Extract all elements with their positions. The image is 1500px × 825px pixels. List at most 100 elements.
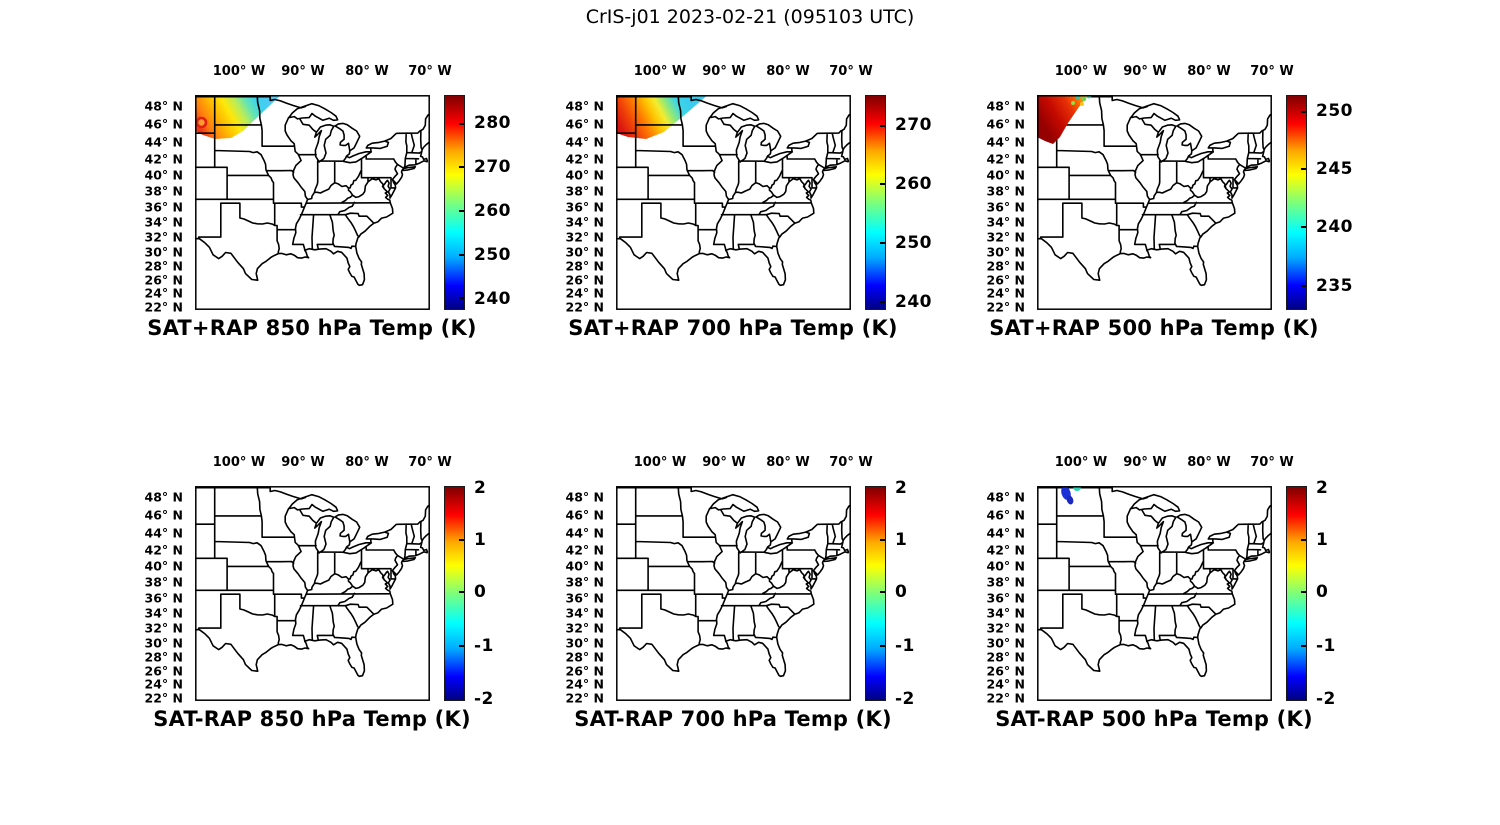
lat-tick-label: 36° N xyxy=(144,199,183,215)
lat-tick-label: 38° N xyxy=(986,574,1025,590)
panel-title: SAT-RAP 850 hPa Temp (K) xyxy=(153,707,471,731)
lat-tick-label: 42° N xyxy=(986,151,1025,167)
colorbar-tick-mark xyxy=(459,253,464,256)
data-swath xyxy=(616,95,708,139)
lon-tick-label: 90° W xyxy=(702,64,746,79)
lat-tick-label: 22° N xyxy=(986,299,1025,315)
colorbar-tick-label: 235 xyxy=(1316,276,1353,297)
lat-tick-label: 22° N xyxy=(144,690,183,706)
lat-tick-label: 28° N xyxy=(144,649,183,665)
colorbar-tick-mark xyxy=(1301,110,1306,113)
state-boundaries xyxy=(616,486,851,678)
lat-tick-label: 42° N xyxy=(144,542,183,558)
colorbar-tick-label: 0 xyxy=(474,582,487,603)
colorbar-tick-mark xyxy=(880,183,885,186)
lat-tick-label: 28° N xyxy=(986,258,1025,274)
colorbar-tick-labels: 250 245 240 235 xyxy=(1316,95,1386,310)
lat-tick-label: 46° N xyxy=(144,116,183,132)
lon-axis-labels: 100° W 90° W 80° W 70° W xyxy=(1037,64,1294,84)
lat-tick-label: 44° N xyxy=(144,525,183,541)
colorbar-tick-label: -1 xyxy=(895,636,915,657)
colorbar-tick-labels: 2 1 0 -1 -2 xyxy=(1316,478,1386,709)
colorbar-tick-label: -2 xyxy=(895,688,915,709)
lat-tick-label: 26° N xyxy=(144,272,183,288)
lat-tick-label: 46° N xyxy=(565,507,604,523)
colorbar xyxy=(444,486,465,701)
colorbar-tick-mark xyxy=(459,297,464,300)
lat-tick-label: 24° N xyxy=(565,676,604,692)
colorbar-tick-label: 270 xyxy=(474,157,511,178)
panel-title: SAT-RAP 700 hPa Temp (K) xyxy=(574,707,892,731)
lat-tick-label: 36° N xyxy=(986,590,1025,606)
lat-tick-label: 34° N xyxy=(565,214,604,230)
map-axes xyxy=(616,486,851,701)
lat-axis-labels: 48° N 46° N 44° N 42° N 40° N 38° N 36° N 34° N… xyxy=(554,486,610,706)
lat-tick-label: 34° N xyxy=(986,214,1025,230)
lat-tick-label: 34° N xyxy=(144,605,183,621)
lat-tick-label: 34° N xyxy=(565,605,604,621)
lat-tick-label: 30° N xyxy=(144,635,183,651)
lat-tick-label: 40° N xyxy=(144,167,183,183)
lat-tick-label: 28° N xyxy=(565,649,604,665)
lat-tick-label: 34° N xyxy=(144,214,183,230)
lat-tick-label: 26° N xyxy=(986,272,1025,288)
colorbar-tick-mark xyxy=(1301,591,1306,594)
lat-tick-label: 46° N xyxy=(986,507,1025,523)
colorbar-tick-label: 245 xyxy=(1316,159,1353,180)
lon-axis-labels: 100° W 90° W 80° W 70° W xyxy=(195,455,452,475)
lat-tick-label: 22° N xyxy=(565,299,604,315)
lat-tick-label: 34° N xyxy=(986,605,1025,621)
colorbar-tick-label: 0 xyxy=(1316,582,1329,603)
state-boundaries xyxy=(1037,486,1272,678)
lat-tick-label: 24° N xyxy=(986,676,1025,692)
colorbar-tick-mark xyxy=(1301,225,1306,228)
lat-tick-label: 36° N xyxy=(565,590,604,606)
lat-tick-label: 26° N xyxy=(144,663,183,679)
colorbar-tick-label: 240 xyxy=(895,292,932,313)
lat-tick-label: 26° N xyxy=(986,663,1025,679)
map-panel-sat-minus-rap-700: 100° W 90° W 80° W 70° W 48° N 46° N 44° N 42°… xyxy=(566,455,915,731)
colorbar-tick-label: -1 xyxy=(474,636,494,657)
lat-tick-label: 36° N xyxy=(144,590,183,606)
colorbar-tick-mark xyxy=(880,539,885,542)
lat-tick-label: 42° N xyxy=(986,542,1025,558)
colorbar-tick-label: 270 xyxy=(895,115,932,136)
lat-tick-label: 24° N xyxy=(565,285,604,301)
data-swath xyxy=(195,95,281,139)
lat-tick-label: 30° N xyxy=(565,635,604,651)
axes-spine xyxy=(616,95,851,310)
lon-tick-label: 70° W xyxy=(829,64,873,79)
lat-tick-label: 38° N xyxy=(144,574,183,590)
colorbar xyxy=(1286,486,1307,701)
lat-tick-label: 30° N xyxy=(144,244,183,260)
lat-tick-label: 30° N xyxy=(986,244,1025,260)
lat-tick-label: 22° N xyxy=(986,690,1025,706)
colorbar-tick-label: 2 xyxy=(474,478,487,499)
colorbar xyxy=(865,486,886,701)
axes-spine xyxy=(616,486,851,701)
lat-tick-label: 46° N xyxy=(144,507,183,523)
swath-max-ring xyxy=(195,116,208,129)
lat-tick-label: 40° N xyxy=(144,558,183,574)
panel-title: SAT+RAP 700 hPa Temp (K) xyxy=(568,316,898,340)
colorbar-tick-mark xyxy=(880,644,885,647)
lat-tick-label: 44° N xyxy=(144,134,183,150)
lon-tick-label: 90° W xyxy=(281,455,325,470)
lon-tick-label: 80° W xyxy=(1187,455,1231,470)
map-panel-sat-plus-rap-700: 100° W 90° W 80° W 70° W 48° N 46° N 44° N 42°… xyxy=(566,64,932,340)
lat-tick-label: 28° N xyxy=(144,258,183,274)
colorbar-tick-mark xyxy=(459,539,464,542)
colorbar-tick-label: 2 xyxy=(1316,478,1329,499)
lon-tick-label: 80° W xyxy=(1187,64,1231,79)
colorbar xyxy=(1286,95,1307,310)
axes-spine xyxy=(1037,95,1272,310)
lat-tick-label: 44° N xyxy=(986,525,1025,541)
lat-tick-label: 38° N xyxy=(986,183,1025,199)
lon-tick-label: 80° W xyxy=(345,455,389,470)
colorbar-tick-label: -1 xyxy=(1316,636,1336,657)
panel-title: SAT+RAP 500 hPa Temp (K) xyxy=(989,316,1319,340)
map-panel-sat-plus-rap-500: 100° W 90° W 80° W 70° W 48° N 46° N 44° N 42°… xyxy=(987,64,1353,340)
colorbar-tick-labels: 2 1 0 -1 -2 xyxy=(895,478,965,709)
lat-tick-label: 32° N xyxy=(986,229,1025,245)
lon-tick-label: 100° W xyxy=(212,64,266,79)
